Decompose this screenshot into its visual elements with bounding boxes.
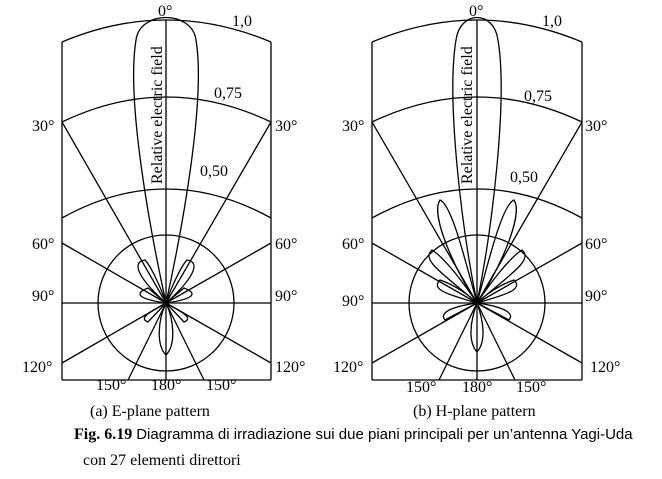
label-b-right120: 120° <box>590 359 620 376</box>
ray-right150 <box>165 302 205 381</box>
ray-right150 <box>476 302 516 381</box>
main-lobe <box>133 17 199 304</box>
label-a-0-50: 0,50 <box>200 163 228 180</box>
label-b-left30: 30° <box>342 118 364 135</box>
arc-0-50 <box>371 188 583 219</box>
label-b-right60: 60° <box>585 236 607 253</box>
arc-0-75 <box>61 96 272 123</box>
axis-label-b: Relative electric field <box>459 46 476 184</box>
inner-circle <box>97 234 235 372</box>
ray-left30 <box>61 121 167 304</box>
label-b-left90: 90° <box>342 293 364 310</box>
label-a-left120: 120° <box>22 359 52 376</box>
ray-left60 <box>61 242 167 304</box>
main-lobe <box>452 16 502 304</box>
label-b-0-50: 0,50 <box>510 169 538 186</box>
label-b-0-75: 0,75 <box>524 88 552 105</box>
label-b-left150: 150° <box>406 379 436 396</box>
label-a-0-75: 0,75 <box>214 85 242 102</box>
ray-left150 <box>127 302 167 381</box>
caption-line-2: con 27 elementi direttori <box>83 452 241 469</box>
label-b-1-0: 1,0 <box>542 13 562 30</box>
figure-number: Fig. 6.19 <box>74 426 133 443</box>
label-b-top: 0° <box>469 3 483 20</box>
ray-right60 <box>476 242 583 304</box>
label-a-right120: 120° <box>275 359 305 376</box>
arc-1-0 <box>371 19 583 43</box>
axis-label-a: Relative electric field <box>149 46 166 184</box>
arc-0-50 <box>61 188 272 219</box>
label-b-left60: 60° <box>342 236 364 253</box>
arc-0-75 <box>371 96 583 123</box>
label-a-right30: 30° <box>275 118 297 135</box>
side-lobes <box>428 199 526 353</box>
label-a-left90: 90° <box>32 288 54 305</box>
label-b-left120: 120° <box>333 359 363 376</box>
ray-left60 <box>371 242 478 304</box>
panel-b <box>371 16 583 381</box>
label-a-left150: 150° <box>96 377 126 394</box>
label-a-right60: 60° <box>275 236 297 253</box>
caption-line-1: Diagramma di irradiazione sui due piani … <box>136 426 633 443</box>
label-b-bottom180: 180° <box>462 379 492 396</box>
ray-left150 <box>438 302 478 381</box>
label-a-bottom180: 180° <box>151 377 181 394</box>
label-a-top: 0° <box>158 3 172 20</box>
inner-circle <box>408 234 546 372</box>
label-a-right150: 150° <box>206 377 236 394</box>
ray-right30 <box>165 121 272 304</box>
label-a-left60: 60° <box>32 236 54 253</box>
subtitle-a: (a) E-plane pattern <box>90 403 210 420</box>
arc-1-0 <box>61 19 272 43</box>
label-a-1-0: 1,0 <box>232 13 252 30</box>
ray-right60 <box>165 242 272 304</box>
label-a-left30: 30° <box>32 118 54 135</box>
figure-caption: Fig. 6.19 Diagramma di irradiazione sui … <box>74 426 654 470</box>
subtitle-b: (b) H-plane pattern <box>413 403 536 420</box>
panel-a <box>61 17 272 381</box>
label-b-right90: 90° <box>585 288 607 305</box>
label-b-right150: 150° <box>516 379 546 396</box>
label-a-right90: 90° <box>275 288 297 305</box>
minor-lobes <box>137 259 195 356</box>
label-b-right30: 30° <box>585 118 607 135</box>
